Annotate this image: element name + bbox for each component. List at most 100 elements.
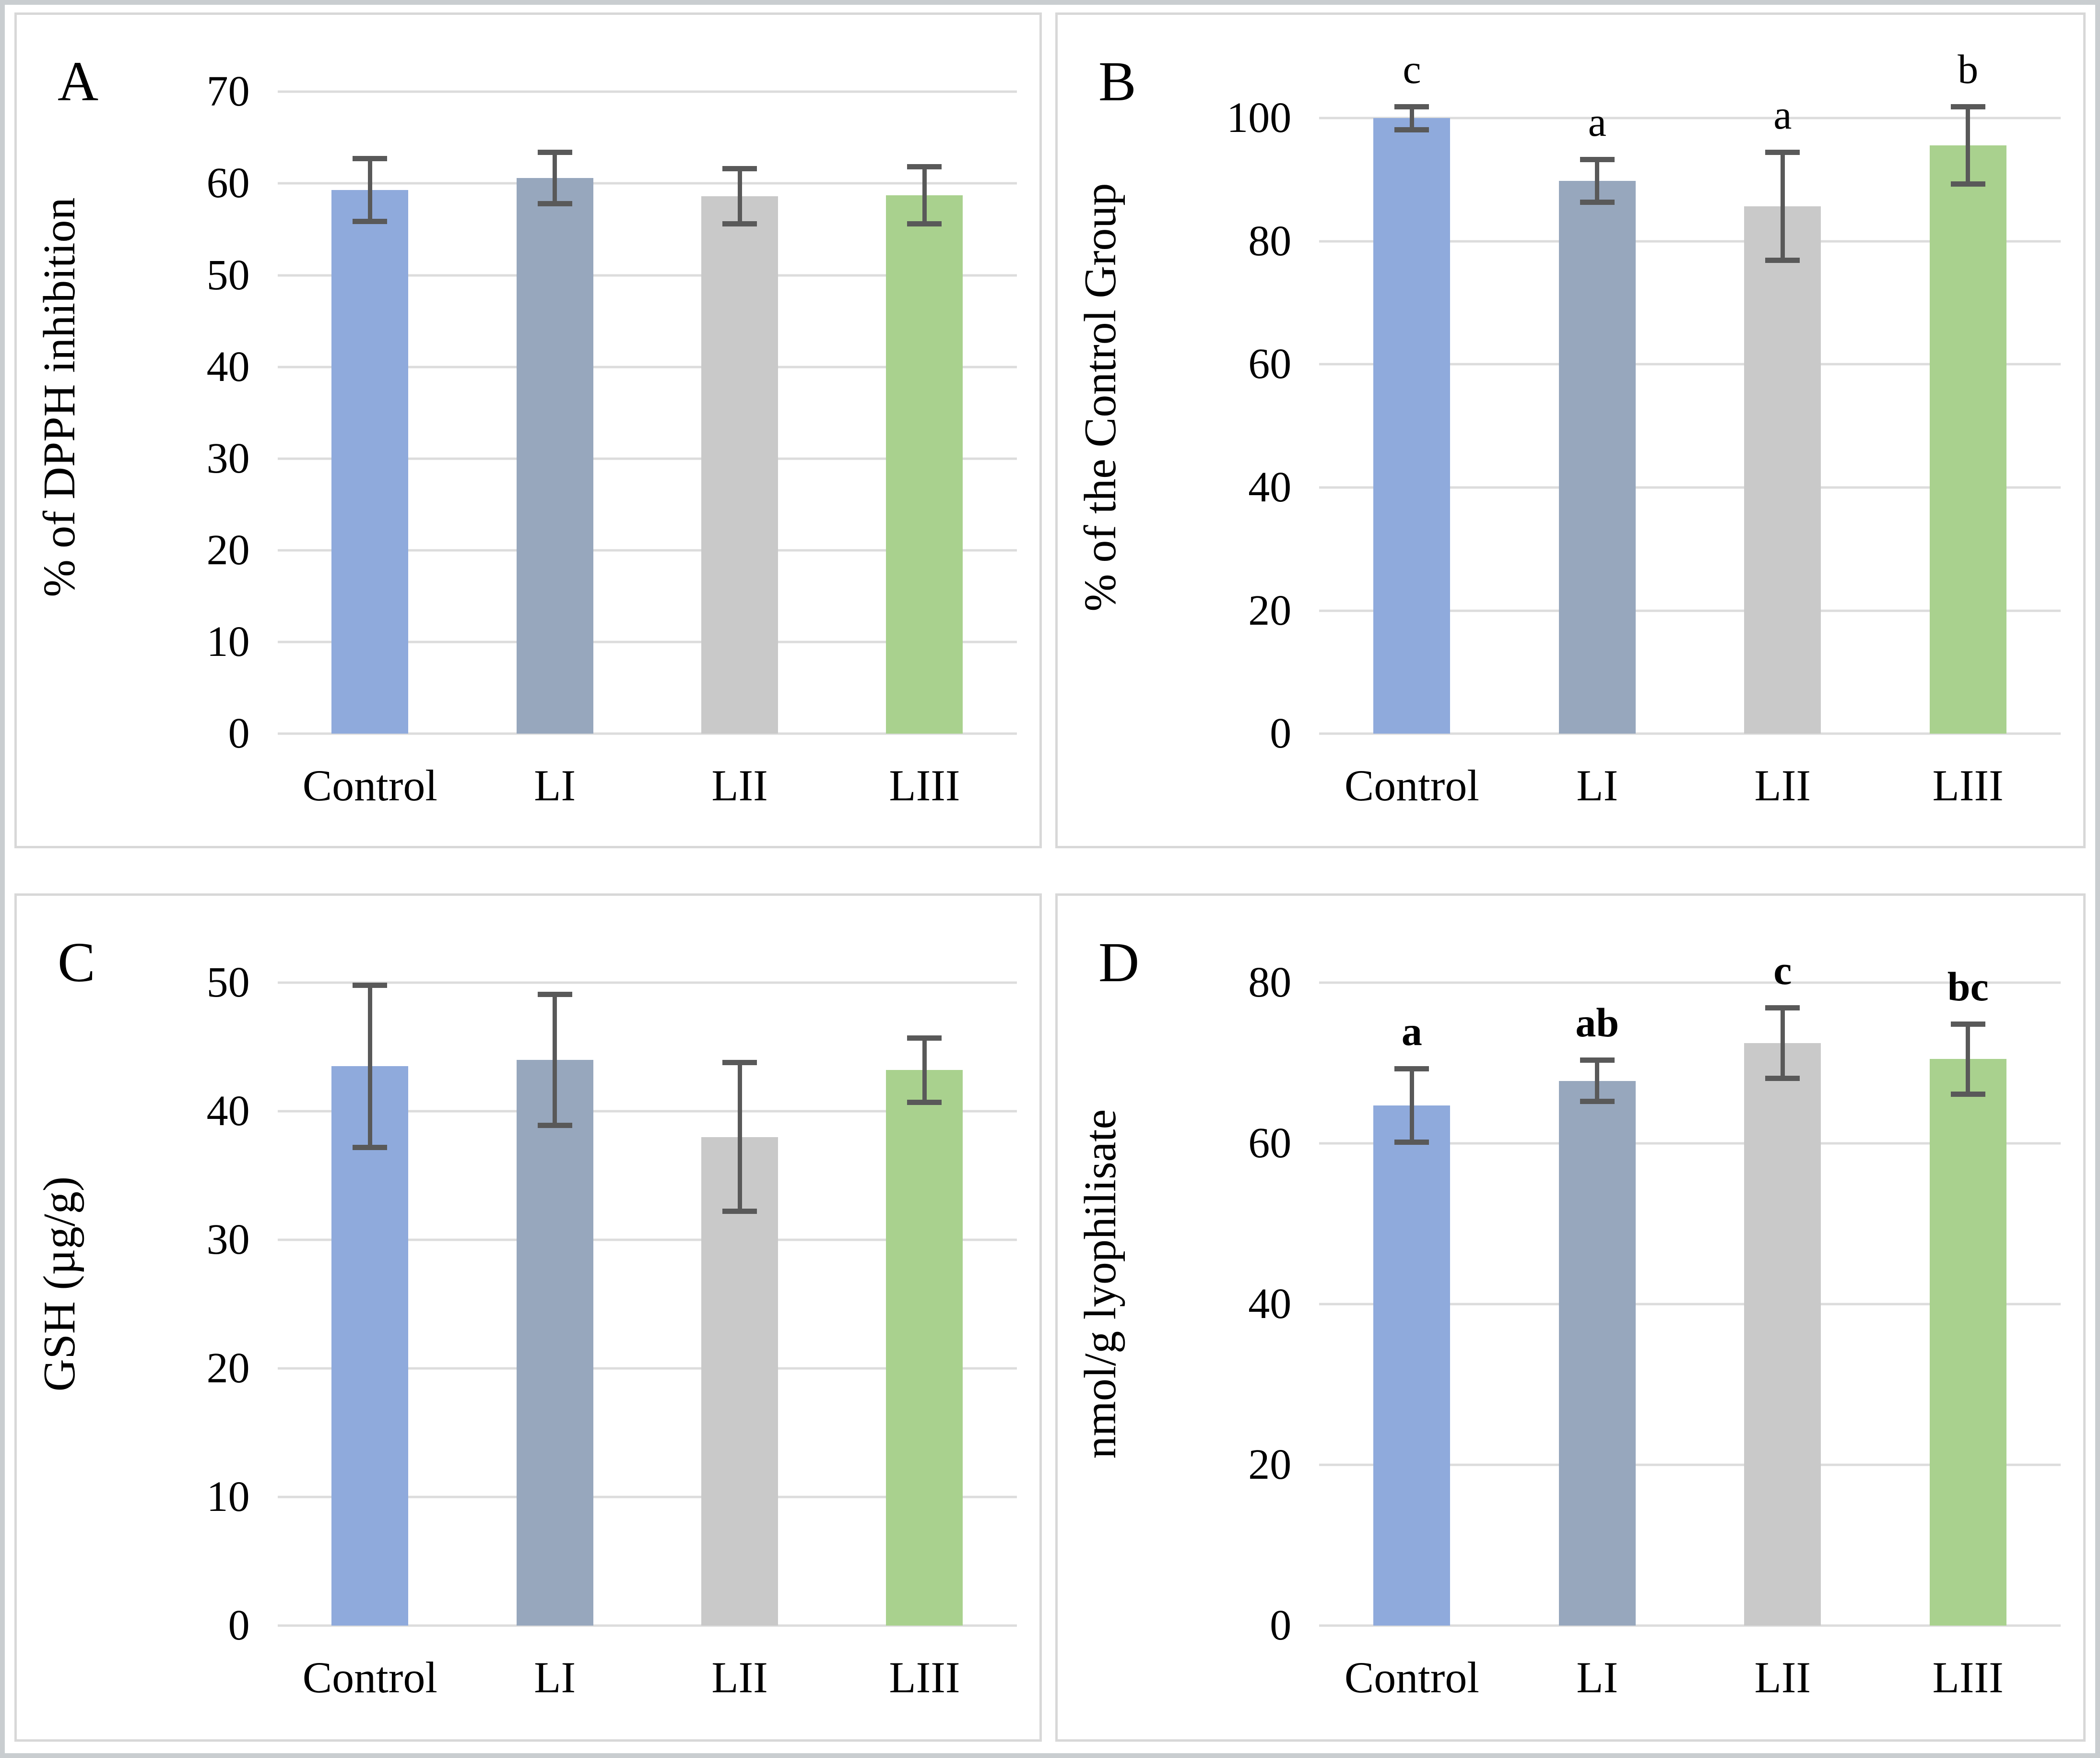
error-bar-liii [907, 164, 942, 227]
bar-control [1373, 118, 1451, 734]
gridline-y-80 [1319, 981, 2061, 984]
significance-letter-lii: c [1773, 947, 1792, 994]
error-bar-cap-top [722, 166, 757, 172]
error-bar-cap-bottom [537, 201, 572, 207]
y-axis-title-B: % of the Control Group [1075, 183, 1125, 612]
y-tick-label-10: 10 [206, 618, 250, 666]
gridline-y-40 [277, 1110, 1017, 1113]
error-bar-li [537, 149, 572, 207]
bar-lii [1744, 1043, 1821, 1626]
error-bar-line [553, 149, 557, 207]
y-tick-label-60: 60 [1248, 340, 1292, 388]
gridline-y-60 [1319, 363, 2061, 366]
gridline-y-50 [277, 274, 1017, 277]
y-tick-label-80: 80 [1248, 217, 1292, 265]
gridline-y-0 [277, 732, 1017, 735]
y-tick-label-20: 20 [206, 1344, 250, 1392]
panel-letter-B: B [1098, 50, 1136, 113]
bar-lii [1744, 206, 1821, 734]
error-bar-line [1966, 104, 1970, 187]
error-bar-cap-bottom [353, 218, 388, 224]
error-bar-li [1580, 157, 1615, 205]
x-category-label-lii: LII [1754, 1652, 1811, 1702]
x-category-label-liii: LIII [889, 761, 960, 810]
y-axis-title-C: GSH (µg/g) [35, 1176, 84, 1391]
error-bar-line [922, 164, 927, 227]
error-bar-cap-bottom [1950, 1092, 1985, 1097]
bar-li [1558, 181, 1636, 734]
gridline-y-50 [277, 981, 1017, 984]
gridline-y-60 [1319, 1142, 2061, 1145]
error-bar-cap-top [1765, 1005, 1800, 1011]
panel-B-percent-of-control: B % of the Control Group 0 20 40 60 80 100 c Co… [1055, 12, 2086, 848]
error-bar-cap-top [1580, 1057, 1615, 1063]
error-bar-cap-top [1765, 149, 1800, 155]
error-bar-cap-bottom [1394, 1140, 1429, 1145]
y-tick-label-60: 60 [1248, 1119, 1292, 1167]
error-bar-lii [722, 1059, 757, 1214]
bar-li [1558, 1081, 1636, 1626]
error-bar-liii [1950, 104, 1985, 187]
error-bar-cap-bottom [1394, 127, 1429, 132]
gridline-y-20 [277, 549, 1017, 552]
y-tick-label-30: 30 [206, 434, 250, 482]
gridline-y-0 [1319, 732, 2061, 735]
gridline-y-40 [277, 366, 1017, 368]
significance-letter-liii: b [1958, 46, 1979, 92]
gridline-y-30 [277, 1238, 1017, 1241]
x-category-label-control: Control [1344, 1652, 1479, 1702]
y-tick-label-40: 40 [206, 343, 250, 391]
error-bar-cap-bottom [722, 221, 757, 227]
y-axis-title-A: % of DPPH inhibition [35, 197, 84, 597]
error-bar-line [922, 1035, 927, 1105]
y-tick-label-0: 0 [1270, 710, 1292, 758]
y-tick-label-50: 50 [206, 251, 250, 299]
error-bar-cap-top [1950, 1021, 1985, 1027]
x-category-label-li: LI [1576, 1652, 1618, 1702]
gridline-y-0 [1319, 1624, 2061, 1627]
gridline-y-20 [1319, 609, 2061, 612]
error-bar-line [737, 1059, 742, 1214]
plot-area-C: 0 10 20 30 40 50 Control LI LII LIII [207, 950, 1017, 1699]
panel-letter-D: D [1098, 931, 1140, 994]
gridline-y-100 [1319, 117, 2061, 119]
x-category-label-li: LI [534, 761, 576, 810]
error-bar-line [367, 156, 372, 224]
error-bar-line [1595, 157, 1600, 205]
y-tick-label-30: 30 [206, 1216, 250, 1264]
error-bar-cap-top [907, 164, 942, 170]
y-tick-label-40: 40 [1248, 463, 1292, 511]
gridline-y-0 [277, 1624, 1017, 1627]
error-bar-cap-bottom [1580, 1099, 1615, 1105]
significance-letter-li: ab [1575, 999, 1619, 1045]
error-bar-control [1394, 1066, 1429, 1145]
y-tick-label-0: 0 [228, 1601, 250, 1649]
significance-letter-control: c [1403, 46, 1421, 92]
plot-area-D: 0 20 40 60 80 a Control ab LI c LII bc LIII [1248, 947, 2061, 1699]
x-category-label-lii: LII [711, 1652, 768, 1702]
bar-control [331, 190, 409, 734]
y-tick-label-60: 60 [206, 159, 250, 207]
gridline-y-40 [1319, 1303, 2061, 1306]
bar-liii [1929, 1059, 2006, 1626]
bar-li [516, 1059, 593, 1626]
bar-lii [701, 1137, 779, 1626]
y-tick-label-10: 10 [206, 1473, 250, 1520]
error-bar-cap-bottom [537, 1122, 572, 1128]
error-bar-line [1409, 104, 1414, 132]
panel-A-dpph-inhibition: A % of DPPH inhibition 0 10 20 30 40 50 60 70 Co… [14, 12, 1042, 848]
error-bar-lii [1765, 1005, 1800, 1081]
error-bar-cap-top [537, 992, 572, 997]
x-category-label-liii: LIII [889, 1652, 960, 1702]
error-bar-cap-bottom [722, 1209, 757, 1214]
bar-li [516, 178, 593, 734]
error-bar-cap-top [353, 156, 388, 162]
error-bar-control [1394, 104, 1429, 132]
x-category-label-control: Control [1344, 761, 1479, 810]
error-bar-line [737, 166, 742, 227]
error-bar-cap-top [907, 1035, 942, 1041]
error-bar-cap-bottom [1950, 181, 1985, 187]
x-category-label-lii: LII [1754, 761, 1811, 810]
x-category-label-control: Control [302, 1652, 437, 1702]
